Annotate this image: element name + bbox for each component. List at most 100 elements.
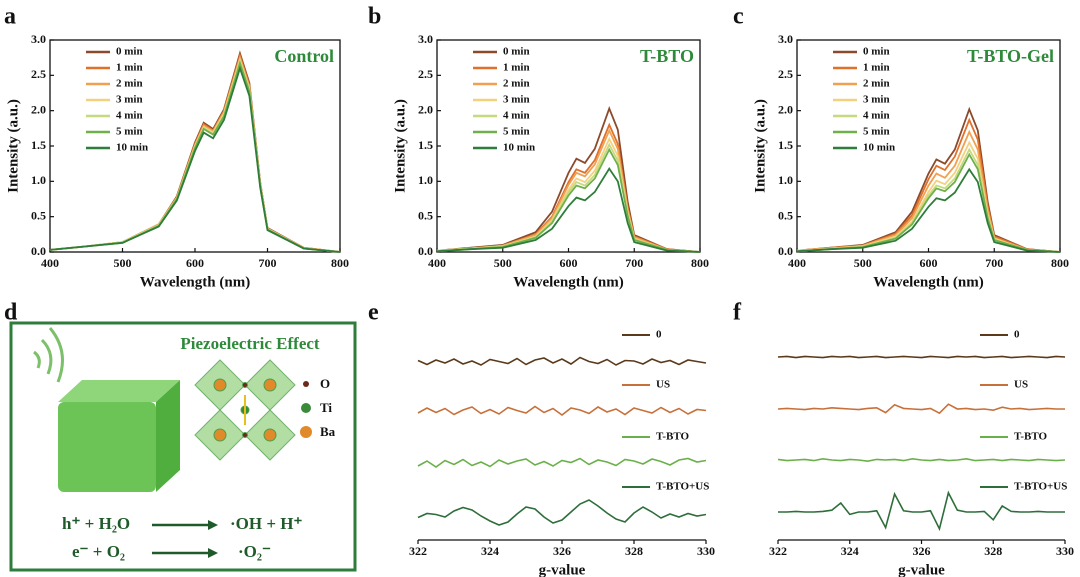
legend-label: O — [320, 376, 330, 391]
x-tick-label: 322 — [769, 544, 787, 558]
legend-label: 1 min — [116, 62, 143, 74]
legend-label: T-BTO — [656, 431, 689, 443]
cube — [58, 380, 180, 492]
legend-label: 10 min — [863, 142, 895, 154]
spectrum-line — [49, 56, 341, 253]
y-tick-label: 3.0 — [31, 32, 46, 46]
legend-label: 3 min — [116, 94, 143, 106]
y-tick-label: 2.0 — [778, 102, 793, 116]
panel-letter: f — [733, 300, 742, 326]
wave-icon — [33, 327, 64, 383]
plot-frame — [796, 39, 1061, 253]
epr-line — [417, 356, 707, 366]
y-axis-label: Intensity (a.u.) — [5, 99, 21, 193]
y-tick-label: 2.5 — [31, 67, 46, 81]
spectrum-line — [49, 65, 341, 253]
y-tick-label: 1.0 — [31, 173, 46, 187]
x-tick-label: 800 — [331, 256, 349, 270]
y-axis-label: Intensity (a.u.) — [752, 99, 768, 193]
legend-label: T-BTO+US — [1014, 481, 1067, 493]
y-tick-label: 0.0 — [31, 244, 46, 258]
annotation: T-BTO — [640, 46, 694, 66]
y-tick-label: 1.5 — [418, 138, 433, 152]
diagram-title: Piezoelectric Effect — [180, 334, 320, 353]
legend-dot — [303, 381, 309, 387]
legend-label: 0 — [1014, 329, 1020, 341]
legend-label: 4 min — [116, 110, 143, 122]
legend-label: 3 min — [503, 94, 530, 106]
spectrum-line — [49, 60, 341, 253]
legend-label: Ti — [320, 400, 332, 415]
x-tick-label: 800 — [1051, 256, 1069, 270]
equation-left: e⁻ + O₂ — [72, 542, 125, 561]
x-tick-label: 500 — [854, 256, 872, 270]
y-tick-label: 3.0 — [778, 32, 793, 46]
epr-line — [777, 355, 1066, 359]
panel-d: d Piezoelectric Effect O Ti Ba h⁺ + H₂O — [4, 300, 357, 572]
legend-label: 4 min — [863, 110, 890, 122]
legend-label: 2 min — [503, 78, 530, 90]
legend-label: 5 min — [116, 126, 143, 138]
equation-right: ·O₂⁻ — [238, 542, 271, 561]
x-tick-label: 700 — [259, 256, 277, 270]
x-tick-label: 400 — [428, 256, 446, 270]
x-tick-label: 800 — [691, 256, 709, 270]
x-tick-label: 400 — [41, 256, 59, 270]
legend-label: 4 min — [503, 110, 530, 122]
spectrum-line — [436, 147, 701, 253]
y-tick-label: 0.5 — [778, 208, 793, 222]
x-axis-label: g-value — [539, 562, 586, 577]
x-axis-label: Wavelength (nm) — [873, 274, 983, 290]
legend-label: 10 min — [116, 142, 148, 154]
spectrum-line — [796, 147, 1061, 253]
x-tick-label: 700 — [985, 256, 1003, 270]
x-tick-label: 324 — [481, 544, 499, 558]
y-tick-label: 1.5 — [778, 138, 793, 152]
legend-label: 0 min — [116, 46, 143, 58]
x-tick-label: 600 — [186, 256, 204, 270]
y-tick-label: 0.5 — [418, 208, 433, 222]
x-tick-label: 326 — [553, 544, 571, 558]
x-tick-label: 330 — [1056, 544, 1074, 558]
legend-label: Ba — [320, 424, 336, 439]
legend-label: T-BTO+US — [656, 481, 709, 493]
spectrum-line — [796, 167, 1061, 253]
legend-label: US — [1014, 379, 1028, 391]
plot-frame — [436, 39, 701, 253]
x-tick-label: 324 — [841, 544, 859, 558]
x-tick-label: 328 — [625, 544, 643, 558]
spectrum-line — [49, 58, 341, 253]
y-tick-label: 3.0 — [418, 32, 433, 46]
legend-label: 1 min — [863, 62, 890, 74]
legend-dot — [300, 426, 312, 438]
epr-line — [777, 403, 1065, 415]
spectrum-line — [436, 142, 701, 253]
legend-label: 2 min — [863, 78, 890, 90]
legend-label: 3 min — [863, 94, 890, 106]
y-axis-label: Intensity (a.u.) — [392, 99, 408, 193]
x-tick-label: 500 — [494, 256, 512, 270]
legend-label: 5 min — [503, 126, 530, 138]
y-tick-label: 2.0 — [418, 102, 433, 116]
legend-dot — [301, 403, 311, 413]
arrow-head — [208, 548, 218, 558]
annotation: Control — [274, 46, 334, 66]
crystal — [194, 359, 296, 461]
panel-letter: c — [733, 4, 744, 30]
panel-letter: e — [368, 300, 379, 326]
y-tick-label: 0.0 — [418, 244, 433, 258]
x-tick-label: 326 — [913, 544, 931, 558]
x-tick-label: 600 — [920, 256, 938, 270]
x-axis-label: Wavelength (nm) — [513, 274, 623, 290]
x-tick-label: 400 — [788, 256, 806, 270]
y-tick-label: 2.5 — [778, 67, 793, 81]
spectrum-line — [436, 166, 701, 253]
epr-line — [417, 457, 707, 468]
legend-label: 2 min — [116, 78, 143, 90]
x-tick-label: 330 — [697, 544, 715, 558]
spectrum-line — [436, 106, 701, 253]
annotation: T-BTO-Gel — [967, 46, 1054, 66]
y-tick-label: 2.5 — [418, 67, 433, 81]
